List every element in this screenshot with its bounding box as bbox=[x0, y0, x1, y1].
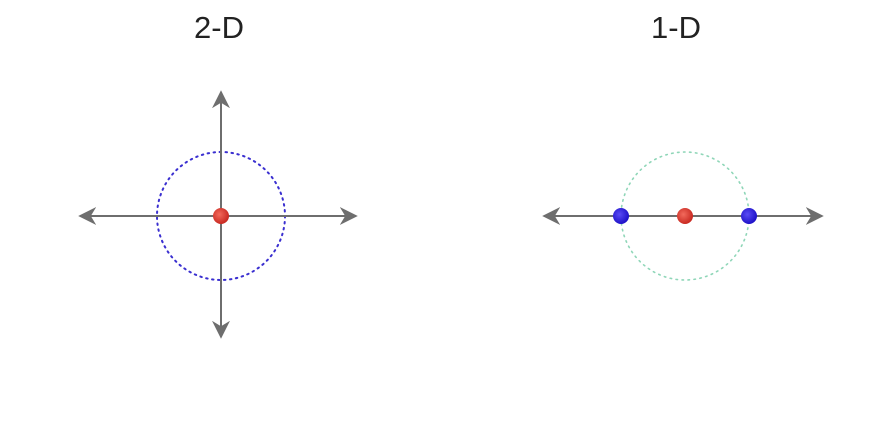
center-point-2d bbox=[213, 208, 229, 224]
right-point-1d bbox=[741, 208, 757, 224]
panel-2d bbox=[78, 90, 358, 339]
center-point-1d bbox=[677, 208, 693, 224]
panel-1d bbox=[542, 151, 824, 281]
panel-title-2d: 2-D bbox=[194, 10, 244, 45]
left-point-1d bbox=[613, 208, 629, 224]
panel-title-1d: 1-D bbox=[651, 10, 701, 45]
